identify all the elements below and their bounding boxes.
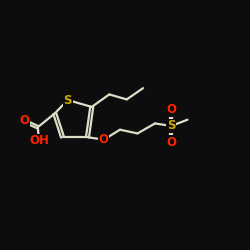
Text: S: S <box>167 120 175 132</box>
Text: O: O <box>166 136 176 149</box>
Text: O: O <box>99 133 109 146</box>
Text: O: O <box>166 103 176 116</box>
Text: S: S <box>64 94 72 106</box>
Text: OH: OH <box>29 134 49 147</box>
Text: O: O <box>19 114 29 128</box>
